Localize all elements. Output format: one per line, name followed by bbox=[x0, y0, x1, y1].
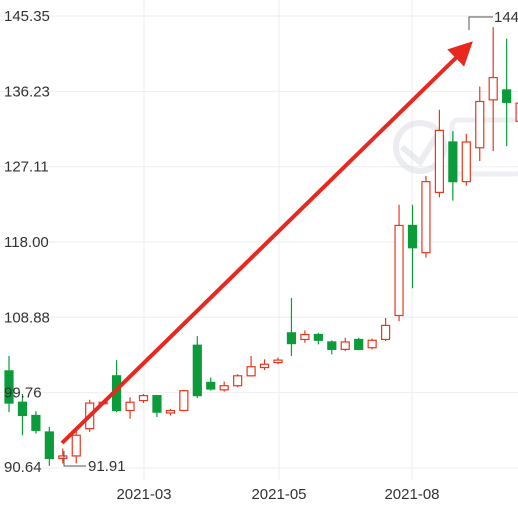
candle bbox=[192, 336, 202, 399]
candle bbox=[259, 359, 270, 371]
candle bbox=[152, 394, 162, 418]
candle-body bbox=[31, 414, 41, 431]
candle bbox=[233, 374, 243, 388]
grid-lines bbox=[0, 0, 518, 480]
candle bbox=[165, 408, 175, 416]
candle bbox=[515, 102, 518, 122]
max-leader-line bbox=[468, 16, 493, 30]
candle bbox=[488, 27, 498, 152]
x-axis-labels: 2021-03 2021-05 2021-08 bbox=[116, 486, 439, 503]
candle bbox=[367, 338, 377, 350]
candle-body bbox=[192, 344, 202, 397]
y-tick-label: 136.23 bbox=[4, 83, 50, 100]
candle bbox=[4, 355, 14, 413]
candle bbox=[381, 317, 391, 342]
candle bbox=[125, 397, 135, 419]
candle-body bbox=[434, 129, 444, 193]
candle-body bbox=[327, 341, 337, 350]
candle-body bbox=[448, 141, 458, 183]
candle-body bbox=[125, 401, 135, 412]
candle bbox=[300, 330, 310, 343]
y-axis-labels: 145.35 136.23 127.11 118.00 108.88 99.76 90.64 bbox=[4, 8, 50, 476]
trend-arrow bbox=[60, 41, 473, 445]
candle-body bbox=[206, 381, 216, 390]
annotations: 91.91 144 bbox=[60, 9, 518, 475]
candle bbox=[448, 131, 458, 201]
candle-body bbox=[300, 333, 310, 341]
max-annotation-label: 144 bbox=[494, 9, 518, 26]
x-tick-label: 2021-03 bbox=[116, 486, 171, 503]
candle-body bbox=[340, 341, 350, 350]
candle-body bbox=[219, 385, 229, 391]
candle bbox=[219, 381, 229, 392]
candle bbox=[273, 357, 283, 365]
candle bbox=[313, 332, 323, 345]
candle-body bbox=[165, 409, 175, 414]
candle bbox=[407, 204, 418, 289]
candle bbox=[44, 427, 54, 466]
candle-body bbox=[461, 141, 471, 183]
candle-body bbox=[259, 363, 270, 369]
x-tick-label: 2021-08 bbox=[384, 486, 439, 503]
x-tick-label: 2021-05 bbox=[251, 486, 306, 503]
candle bbox=[206, 377, 216, 391]
candle bbox=[286, 298, 297, 356]
candle bbox=[461, 133, 471, 186]
candle bbox=[179, 389, 189, 412]
candle-body bbox=[313, 333, 323, 341]
candle-body bbox=[138, 395, 149, 402]
candle bbox=[475, 86, 485, 161]
candle-body bbox=[44, 431, 54, 460]
candle bbox=[71, 427, 81, 464]
candle bbox=[31, 411, 41, 434]
candle bbox=[17, 393, 28, 436]
candle-body bbox=[421, 181, 431, 254]
candle bbox=[354, 337, 364, 351]
y-tick-label: 108.88 bbox=[4, 309, 50, 326]
y-tick-label: 90.64 bbox=[4, 459, 42, 476]
y-tick-label: 118.00 bbox=[4, 234, 49, 251]
candle-body bbox=[515, 102, 518, 122]
candle-body bbox=[58, 455, 68, 460]
candle bbox=[421, 175, 431, 258]
candle-body bbox=[233, 375, 243, 387]
candle-body bbox=[475, 100, 485, 149]
y-tick-label: 99.76 bbox=[4, 385, 42, 402]
candle bbox=[246, 355, 256, 377]
candle bbox=[327, 340, 337, 355]
candle-body bbox=[17, 401, 28, 417]
candle-body bbox=[394, 224, 404, 317]
y-tick-label: 145.35 bbox=[4, 8, 50, 25]
candle-body bbox=[407, 224, 418, 249]
candle-body bbox=[71, 434, 81, 457]
candle-body bbox=[381, 324, 391, 341]
min-leader-line bbox=[63, 451, 86, 467]
candle-body bbox=[4, 370, 14, 404]
candle bbox=[434, 109, 444, 198]
candle-body bbox=[488, 76, 498, 101]
candle bbox=[502, 38, 512, 147]
candle-body bbox=[179, 390, 189, 412]
y-tick-label: 127.11 bbox=[4, 159, 49, 176]
min-annotation-label: 91.91 bbox=[88, 458, 126, 475]
candle bbox=[394, 204, 404, 322]
candle bbox=[138, 393, 149, 404]
candle-body bbox=[502, 89, 512, 103]
candle-body bbox=[354, 338, 364, 350]
candle-body bbox=[152, 395, 162, 413]
candle-body bbox=[286, 332, 297, 345]
candle-body bbox=[273, 359, 283, 364]
candle bbox=[58, 448, 68, 464]
candle-body bbox=[367, 339, 377, 349]
candle bbox=[340, 337, 350, 352]
candle-body bbox=[246, 366, 256, 377]
